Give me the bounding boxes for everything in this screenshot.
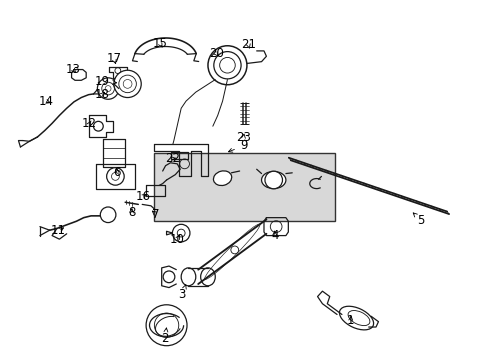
Ellipse shape [213,171,231,185]
Text: 16: 16 [136,190,151,203]
Text: 4: 4 [270,229,278,242]
Ellipse shape [261,171,285,189]
Text: 8: 8 [127,206,135,219]
Circle shape [100,207,116,222]
Circle shape [97,78,119,99]
Text: 7: 7 [152,208,159,221]
Text: 23: 23 [236,131,250,144]
Text: 15: 15 [152,36,167,50]
Circle shape [114,70,141,98]
Circle shape [207,46,246,85]
Circle shape [264,171,282,189]
Text: 14: 14 [38,95,53,108]
Ellipse shape [339,306,373,330]
Ellipse shape [200,268,215,286]
Text: 1: 1 [346,314,354,327]
Text: 10: 10 [169,233,184,246]
Text: 5: 5 [412,213,424,227]
Text: 22: 22 [164,152,180,165]
Circle shape [106,168,124,185]
Text: 13: 13 [65,63,81,76]
Text: 2: 2 [161,328,168,345]
Text: 9: 9 [228,139,247,152]
Text: 6: 6 [113,166,121,179]
Text: 3: 3 [178,285,186,301]
Text: 12: 12 [82,117,97,130]
Bar [154,153,334,221]
Ellipse shape [181,268,195,286]
Text: 11: 11 [51,224,66,238]
Text: 17: 17 [106,52,121,65]
Text: 18: 18 [95,88,109,101]
Text: 21: 21 [241,38,255,51]
Text: 19: 19 [95,75,116,88]
Text: 20: 20 [208,47,223,60]
